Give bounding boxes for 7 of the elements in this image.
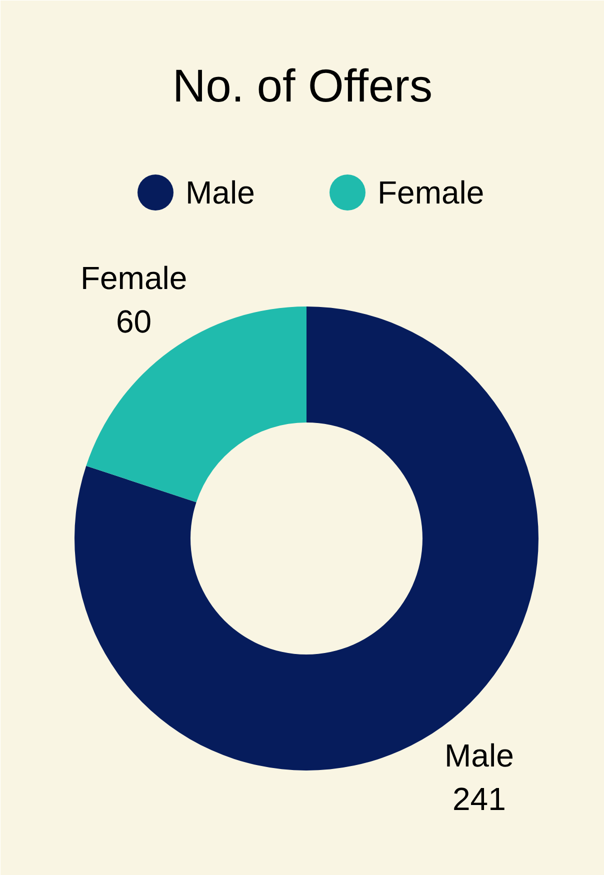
chart-title: No. of Offers: [172, 60, 432, 112]
slice-label: Male: [444, 738, 514, 774]
data-label: 60: [116, 303, 152, 340]
legend-label: Female: [378, 174, 484, 210]
legend-label: Male: [186, 174, 255, 210]
slice-label: Female: [80, 260, 188, 296]
data-label: 241: [452, 780, 506, 817]
